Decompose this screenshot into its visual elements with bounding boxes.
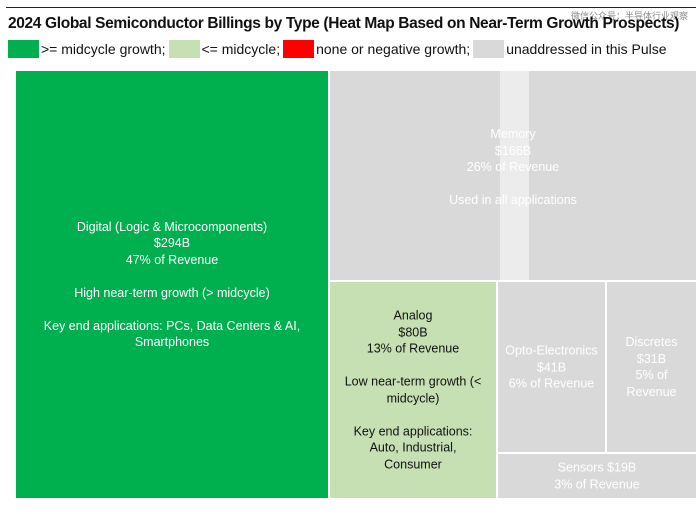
legend: >= midcycle growth; <= midcycle; none or…	[8, 39, 670, 58]
top-rule	[6, 7, 696, 8]
sensors-value: Sensors $19B	[557, 460, 637, 475]
tile-sensors-label: Sensors $19B 3% of Revenue	[498, 460, 696, 493]
analog-applications: Key end applications: Auto, Industrial, …	[353, 424, 473, 471]
legend-swatch-high-growth	[8, 39, 39, 58]
analog-value: $80B	[398, 325, 428, 339]
tile-digital-label: Digital (Logic & Microcomponents) $294B …	[16, 219, 328, 351]
opto-share: 6% of Revenue	[508, 376, 595, 391]
analog-growth: Low near-term growth (< midcycle)	[344, 374, 482, 406]
digital-name: Digital (Logic & Microcomponents)	[76, 219, 268, 234]
tile-digital: Digital (Logic & Microcomponents) $294B …	[16, 71, 328, 498]
opto-value: $41B	[536, 359, 567, 374]
digital-share: 47% of Revenue	[125, 252, 219, 267]
tile-sensors: Sensors $19B 3% of Revenue	[498, 454, 696, 498]
tile-opto-electronics: Opto-Electronics $41B 6% of Revenue	[498, 282, 605, 452]
legend-label-low-growth: <= midcycle;	[201, 40, 281, 57]
memory-name: Memory	[490, 126, 536, 141]
tile-opto-label: Opto-Electronics $41B 6% of Revenue	[498, 342, 605, 392]
legend-swatch-low-growth	[168, 39, 200, 58]
legend-swatch-negative-growth	[283, 39, 315, 58]
tile-discretes-label: Discretes $31B 5% of Revenue	[607, 334, 696, 400]
analog-share: 13% of Revenue	[366, 341, 460, 356]
tile-memory: Memory $166B 26% of Revenue Used in all …	[330, 71, 696, 280]
digital-growth: High near-term growth (> midcycle)	[74, 285, 270, 300]
legend-label-high-growth: >= midcycle growth;	[41, 40, 166, 57]
memory-note: Used in all applications	[449, 192, 577, 207]
tile-memory-label: Memory $166B 26% of Revenue Used in all …	[330, 126, 696, 209]
sensors-share: 3% of Revenue	[554, 477, 640, 491]
tile-analog: Analog $80B 13% of Revenue Low near-term…	[330, 282, 496, 498]
legend-swatch-unaddressed	[473, 39, 505, 58]
chart-title: 2024 Global Semiconductor Billings by Ty…	[8, 15, 680, 32]
watermark: 微信公众号：半导体行业观察	[570, 12, 688, 22]
memory-highlight-stripe	[500, 71, 529, 280]
legend-label-unaddressed: unaddressed in this Pulse	[506, 40, 667, 57]
discretes-share: 5% of Revenue	[626, 368, 677, 399]
analog-name: Analog	[393, 308, 433, 323]
discretes-name: Discretes	[625, 335, 678, 349]
digital-value: $294B	[153, 236, 191, 250]
tile-discretes: Discretes $31B 5% of Revenue	[607, 282, 696, 452]
legend-label-negative-growth: none or negative growth;	[316, 40, 471, 57]
memory-value: $166B	[494, 143, 532, 158]
discretes-value: $31B	[636, 351, 667, 366]
memory-share: 26% of Revenue	[466, 159, 560, 174]
opto-name: Opto-Electronics	[505, 343, 598, 358]
tile-analog-label: Analog $80B 13% of Revenue Low near-term…	[330, 308, 496, 473]
digital-applications: Key end applications: PCs, Data Centers …	[43, 318, 301, 350]
